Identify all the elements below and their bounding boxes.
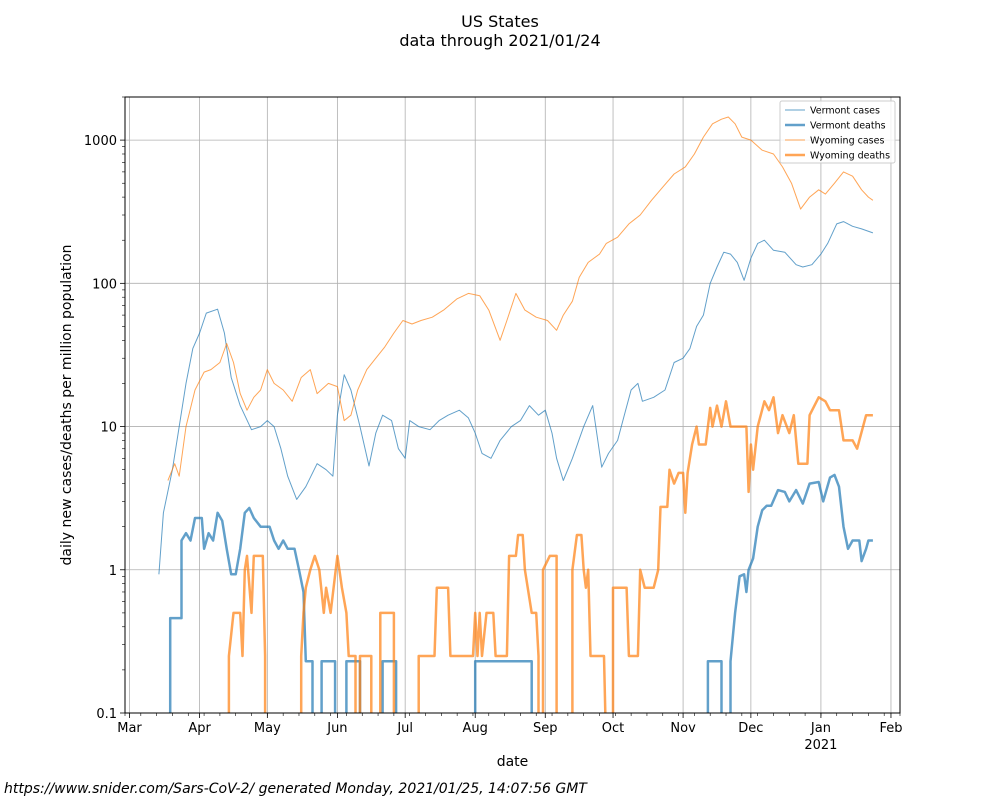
footer-source: https://www.snider.com/Sars-CoV-2/ gener… bbox=[4, 781, 587, 797]
axes: Mar Apr May Jun Jul Aug Sep Oct Nov Dec Jan 2021 Feb… bbox=[84, 96, 902, 753]
series-line-wyoming-deaths bbox=[571, 533, 607, 713]
chart-title: US States bbox=[461, 12, 539, 31]
series-line-wyoming-deaths bbox=[379, 611, 396, 713]
legend-label: Wyoming deaths bbox=[810, 151, 890, 162]
series-line-wyoming-deaths bbox=[227, 554, 267, 713]
x-tick-label: Oct bbox=[602, 721, 624, 736]
legend-label: Vermont cases bbox=[810, 106, 880, 117]
x-tick-label: Jan bbox=[810, 721, 831, 736]
y-tick-label: 100 bbox=[92, 277, 117, 292]
legend-label: Vermont deaths bbox=[810, 121, 886, 132]
x-tick-label: Feb bbox=[879, 721, 902, 736]
series-line-wyoming-deaths bbox=[299, 554, 357, 713]
x-tick-label: Dec bbox=[738, 721, 763, 736]
series-line-vermont-deaths bbox=[473, 659, 533, 713]
series-line-vermont-deaths bbox=[320, 659, 337, 713]
legend: Vermont cases Vermont deaths Wyoming cases… bbox=[779, 100, 896, 164]
series-line-vermont-deaths bbox=[706, 659, 723, 713]
series-line-wyoming-deaths bbox=[611, 396, 873, 713]
y-tick-label: 0.1 bbox=[96, 707, 117, 722]
series-layer bbox=[158, 116, 874, 713]
x-axis-label: date bbox=[496, 754, 529, 770]
x-tick-label: Sep bbox=[533, 721, 558, 736]
series-line-wyoming-deaths bbox=[417, 533, 540, 713]
x-tick-label: Jul bbox=[396, 721, 413, 736]
y-tick-label: 1 bbox=[109, 564, 117, 579]
series-line-vermont-deaths bbox=[345, 659, 362, 713]
x-tick-label: Apr bbox=[188, 721, 211, 736]
series-line-vermont-cases bbox=[158, 221, 874, 575]
x-tick-label: Nov bbox=[670, 721, 696, 736]
y-axis-label: daily new cases/deaths per million popul… bbox=[59, 244, 75, 566]
series-line-vermont-deaths bbox=[381, 659, 398, 713]
x-tick-label: Aug bbox=[463, 721, 488, 736]
x-tick-label: Mar bbox=[117, 721, 142, 736]
series-line-vermont-deaths bbox=[729, 473, 873, 713]
x-tick-sublabel: 2021 bbox=[804, 738, 837, 753]
series-line-wyoming-cases bbox=[167, 116, 874, 481]
x-tick-label: May bbox=[254, 721, 281, 736]
y-tick-label: 1000 bbox=[84, 134, 117, 149]
plot-frame bbox=[124, 96, 901, 714]
y-tick-label: 10 bbox=[100, 421, 117, 436]
chart-subtitle: data through 2021/01/24 bbox=[399, 31, 601, 50]
legend-box bbox=[779, 100, 896, 164]
series-line-wyoming-deaths bbox=[541, 554, 558, 713]
legend-label: Wyoming cases bbox=[810, 136, 884, 147]
x-tick-label: Jun bbox=[326, 721, 347, 736]
series-line-vermont-deaths bbox=[168, 506, 314, 713]
series-line-wyoming-deaths bbox=[358, 654, 373, 713]
